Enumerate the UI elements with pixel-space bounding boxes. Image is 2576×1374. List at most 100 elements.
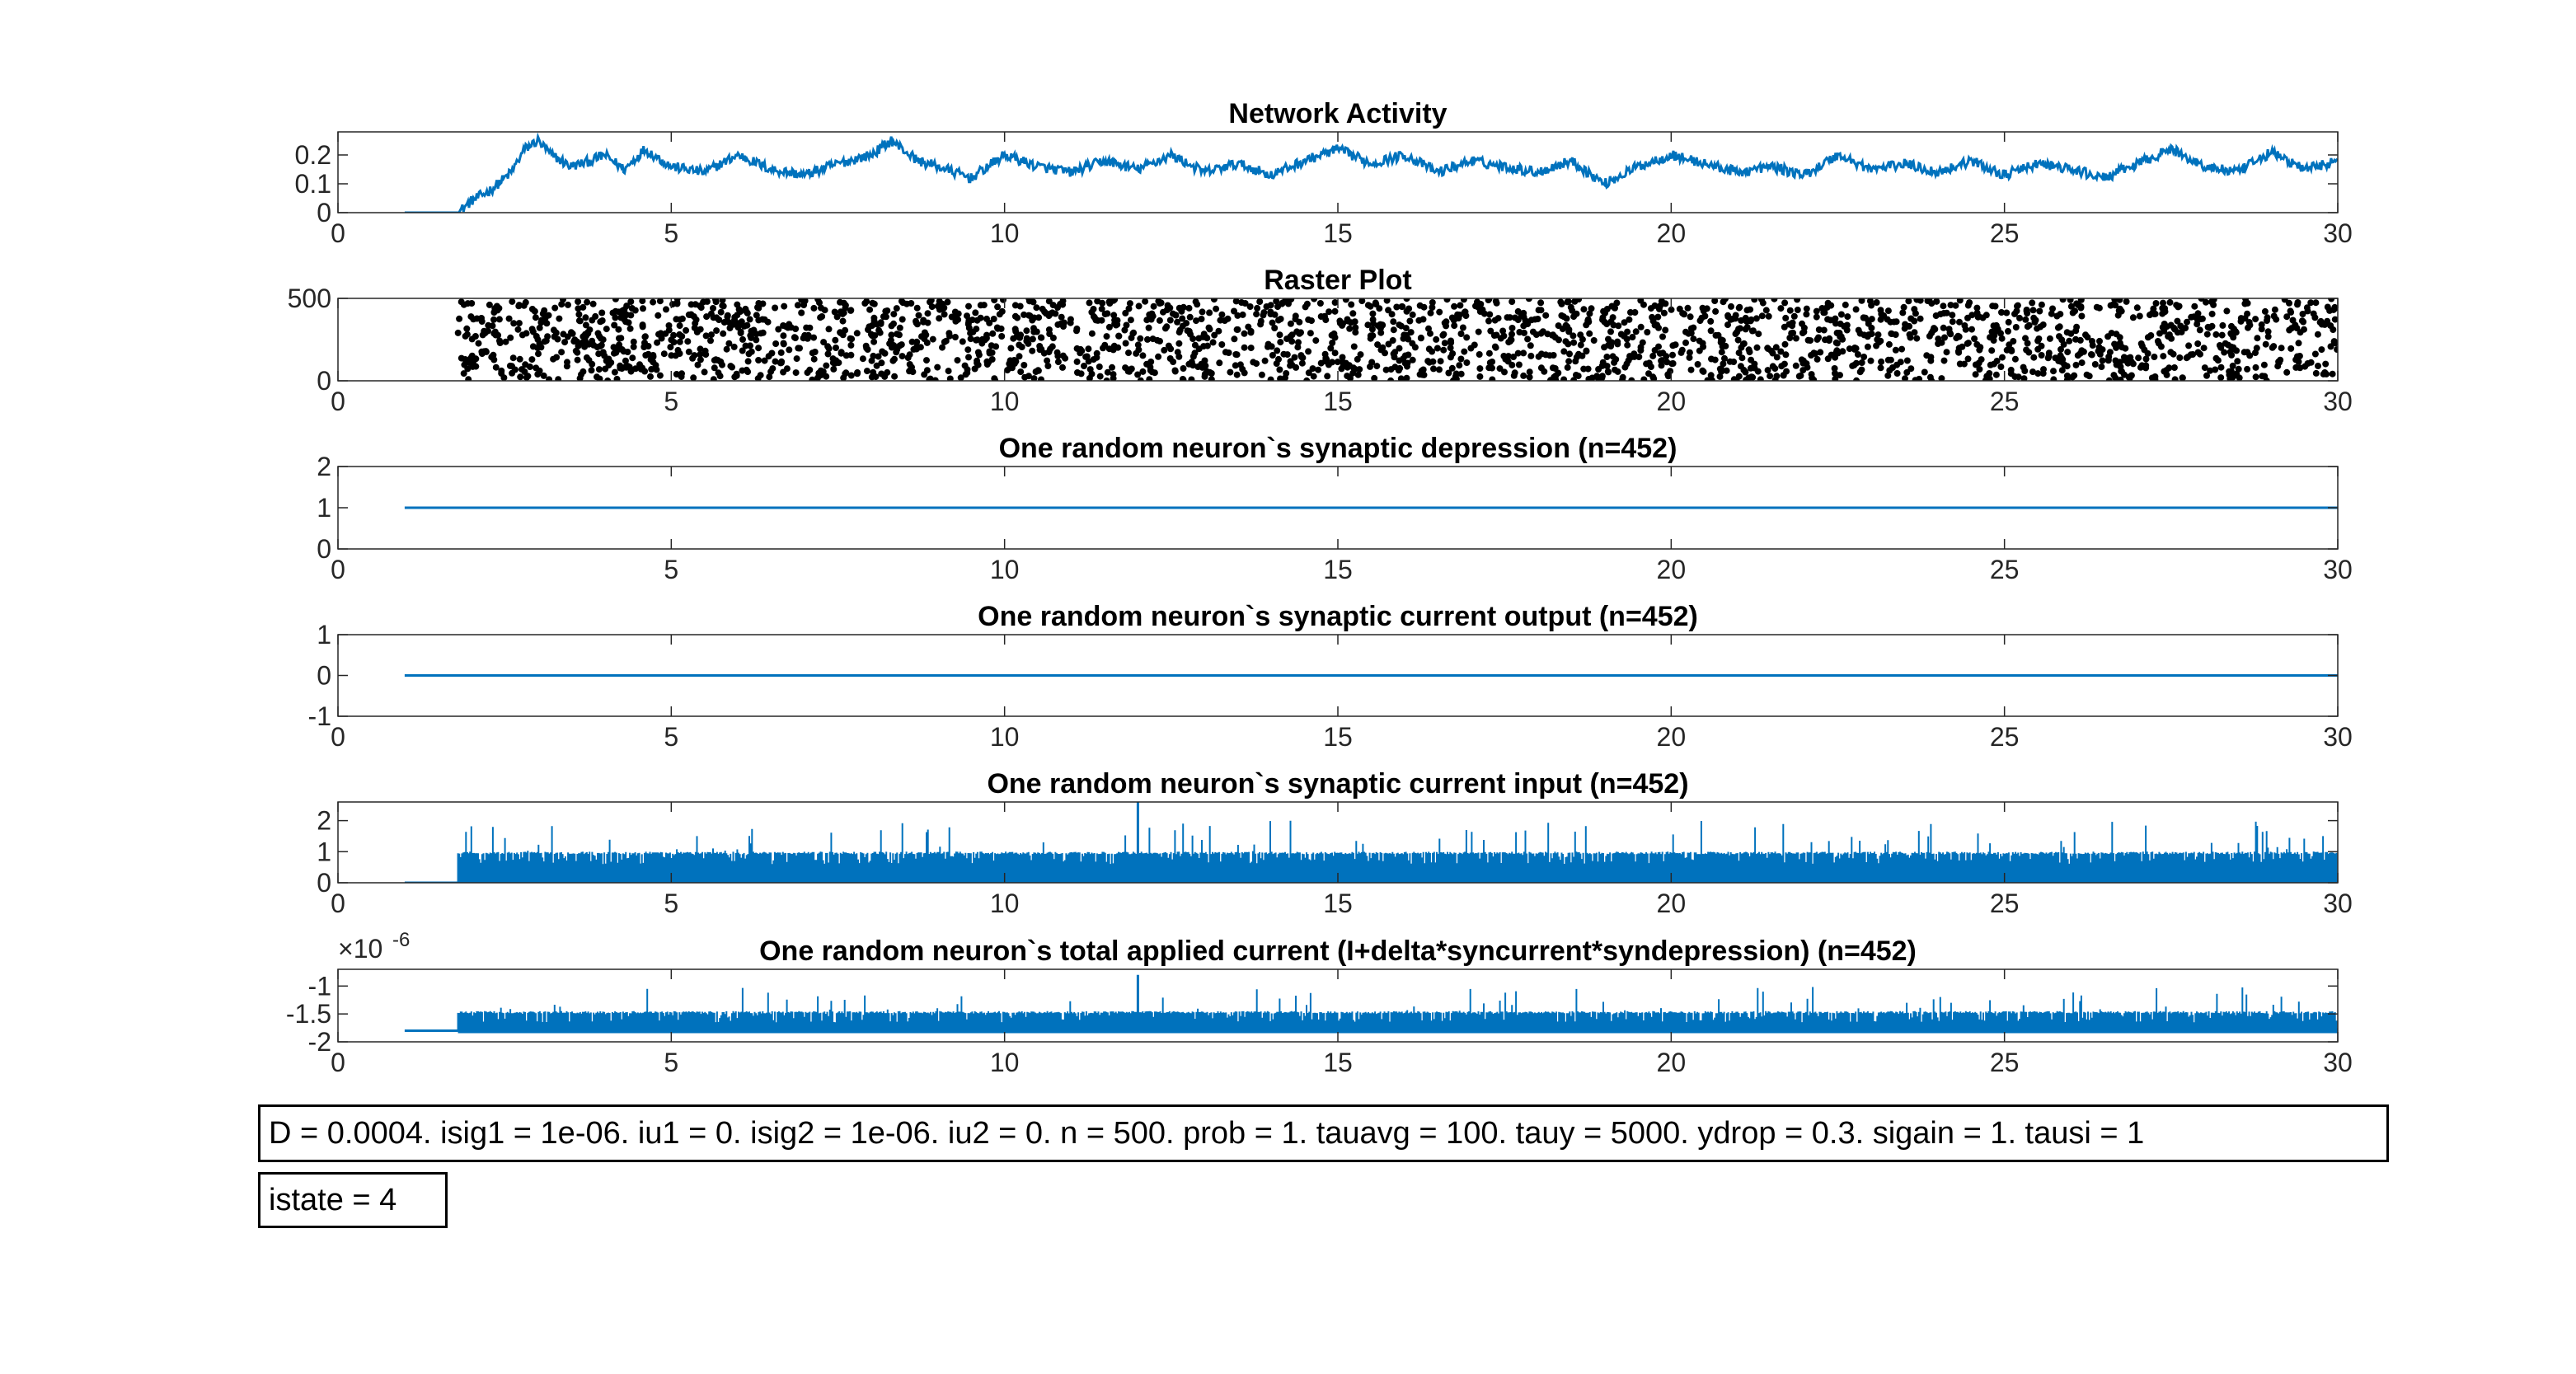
raster-spike-dot [806, 366, 814, 373]
raster-spike-dot [1964, 340, 1971, 347]
raster-spike-dot [934, 363, 941, 371]
raster-spike-dot [2078, 312, 2086, 320]
x-tick-label: 0 [331, 218, 345, 248]
raster-spike-dot [1104, 310, 1111, 317]
raster-spike-dot [1035, 367, 1042, 374]
raster-spike-dot [1687, 313, 1694, 321]
raster-spike-dot [1451, 302, 1458, 310]
raster-spike-dot [2093, 303, 2100, 311]
raster-spike-dot [1186, 313, 1194, 321]
raster-spike-dot [1191, 349, 1199, 357]
raster-spike-dot [965, 354, 972, 361]
raster-spike-dot [1873, 299, 1880, 306]
raster-spike-dot [2317, 317, 2325, 325]
raster-spike-dot [1310, 373, 1317, 380]
raster-spike-dot [734, 301, 741, 308]
raster-spike-dot [1273, 298, 1280, 305]
raster-spike-dot [1487, 327, 1494, 335]
raster-spike-dot [1349, 310, 1357, 317]
raster-spike-dot [2029, 307, 2037, 314]
raster-spike-dot [1205, 324, 1213, 331]
raster-spike-dot [1989, 302, 1997, 310]
raster-spike-dot [1542, 312, 1550, 319]
raster-spike-dot [957, 374, 964, 381]
raster-spike-dot [2156, 330, 2163, 337]
raster-spike-dot [1038, 334, 1045, 341]
raster-spike-dot [2136, 312, 2143, 320]
raster-spike-dot [1964, 302, 1972, 309]
raster-spike-dot [1457, 355, 1465, 363]
raster-spike-dot [1998, 335, 2006, 342]
raster-spike-dot [913, 304, 921, 312]
x-tick-label: 15 [1323, 387, 1353, 416]
raster-spike-dot [490, 316, 497, 323]
spike-train [457, 987, 2338, 1031]
raster-spike-dot [1485, 364, 1493, 372]
raster-spike-dot [2124, 354, 2132, 362]
raster-spike-dot [2099, 357, 2106, 364]
raster-spike-dot [1231, 307, 1237, 315]
raster-spike-dot [1189, 335, 1197, 342]
raster-spike-dot [936, 315, 943, 322]
raster-spike-dot [777, 359, 785, 367]
raster-spike-dot [1016, 302, 1024, 310]
raster-spike-dot [521, 368, 528, 375]
raster-spike-dot [1885, 340, 1893, 348]
raster-spike-dot [612, 314, 619, 321]
raster-spike-dot [908, 338, 916, 345]
raster-spike-dot [456, 315, 463, 322]
raster-spike-dot [792, 326, 800, 332]
raster-spike-dot [1397, 375, 1405, 381]
raster-spike-dot [967, 335, 974, 343]
raster-spike-dot [986, 348, 993, 355]
raster-spike-dot [1745, 346, 1753, 354]
raster-spike-dot [1720, 360, 1727, 368]
raster-spike-dot [1941, 334, 1948, 341]
raster-spike-dot [1044, 363, 1052, 369]
raster-spike-dot [1000, 298, 1006, 303]
raster-spike-dot [1350, 343, 1358, 350]
raster-spike-dot [478, 350, 486, 358]
raster-spike-dot [1081, 363, 1087, 369]
raster-spike-dot [1832, 320, 1839, 327]
raster-spike-dot [507, 334, 514, 341]
raster-spike-dot [1208, 376, 1215, 381]
raster-spike-dot [833, 345, 839, 351]
raster-spike-dot [1149, 312, 1157, 320]
raster-spike-dot [2229, 362, 2236, 369]
raster-spike-dot [1463, 334, 1471, 341]
raster-spike-dot [1477, 301, 1485, 307]
raster-spike-dot [1126, 300, 1133, 307]
raster-spike-dot [990, 316, 997, 322]
raster-spike-dot [1940, 302, 1947, 310]
raster-spike-dot [1504, 358, 1512, 365]
raster-spike-dot [817, 372, 824, 379]
raster-spike-dot [791, 334, 798, 341]
raster-spike-dot [1817, 349, 1824, 356]
raster-spike-dot [685, 348, 692, 355]
raster-spike-dot [1012, 358, 1020, 365]
raster-spike-dot [746, 316, 753, 323]
raster-spike-dot [2025, 349, 2033, 356]
raster-spike-dot [1403, 374, 1410, 381]
raster-spike-dot [994, 325, 1002, 332]
raster-spike-dot [1501, 368, 1508, 376]
raster-spike-dot [1103, 377, 1110, 381]
raster-spike-dot [1525, 298, 1532, 302]
raster-spike-dot [1916, 375, 1923, 381]
raster-spike-dot [1115, 332, 1123, 340]
raster-spike-dot [1364, 302, 1372, 309]
raster-spike-dot [2020, 363, 2027, 371]
raster-spike-dot [1917, 315, 1924, 322]
raster-spike-dot [1658, 357, 1665, 364]
raster-spike-dot [515, 302, 523, 309]
raster-spike-dot [1509, 325, 1516, 331]
raster-spike-dot [1321, 350, 1329, 358]
raster-spike-dot [1815, 326, 1823, 333]
raster-spike-dot [899, 353, 906, 360]
raster-spike-dot [1575, 298, 1583, 302]
raster-spike-dot [555, 376, 562, 381]
raster-spike-dot [1357, 351, 1364, 359]
raster-spike-dot [1146, 376, 1153, 381]
raster-spike-dot [1858, 298, 1865, 304]
